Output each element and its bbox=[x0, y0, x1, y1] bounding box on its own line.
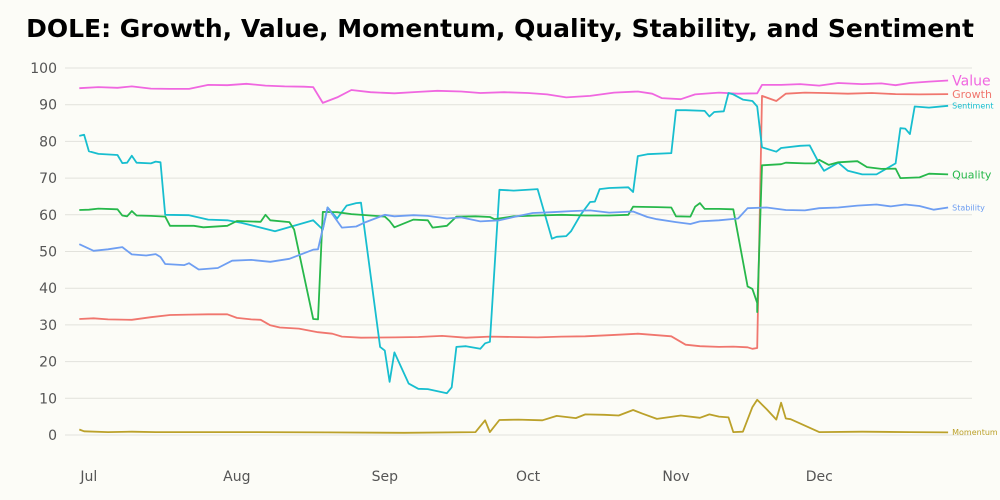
series-line-quality bbox=[79, 158, 949, 321]
series-label-stability: Stability bbox=[952, 203, 985, 212]
x-tick-label: Dec bbox=[806, 469, 833, 485]
series-label-value: Value bbox=[952, 73, 990, 89]
series-label-sentiment: Sentiment bbox=[952, 102, 993, 111]
series-line-value bbox=[79, 79, 949, 104]
y-tick-label: 100 bbox=[30, 61, 57, 77]
y-tick-label: 0 bbox=[48, 428, 57, 444]
series-line-stability bbox=[78, 203, 949, 271]
series-label-momentum: Momentum bbox=[952, 428, 998, 437]
y-tick-label: 70 bbox=[39, 171, 57, 187]
y-tick-label: 80 bbox=[39, 134, 57, 150]
series-line-sentiment bbox=[79, 92, 949, 395]
y-tick-label: 10 bbox=[39, 391, 57, 407]
x-tick-label: Nov bbox=[662, 469, 689, 485]
y-tick-label: 60 bbox=[39, 208, 57, 224]
chart-title: DOLE: Growth, Value, Momentum, Quality, … bbox=[26, 14, 974, 43]
series-line-growth bbox=[79, 91, 949, 350]
y-tick-label: 90 bbox=[39, 98, 57, 114]
series-label-quality: Quality bbox=[952, 168, 992, 181]
series-line-momentum bbox=[78, 398, 949, 434]
series-label-growth: Growth bbox=[952, 88, 992, 101]
x-tick-label: Aug bbox=[223, 469, 250, 485]
y-tick-label: 50 bbox=[39, 245, 57, 261]
x-tick-label: Oct bbox=[516, 469, 541, 485]
y-tick-label: 30 bbox=[39, 318, 57, 334]
x-tick-label: Sep bbox=[372, 469, 399, 485]
y-tick-label: 40 bbox=[39, 281, 57, 297]
y-tick-label: 20 bbox=[39, 355, 57, 371]
x-tick-label: Jul bbox=[79, 469, 97, 485]
